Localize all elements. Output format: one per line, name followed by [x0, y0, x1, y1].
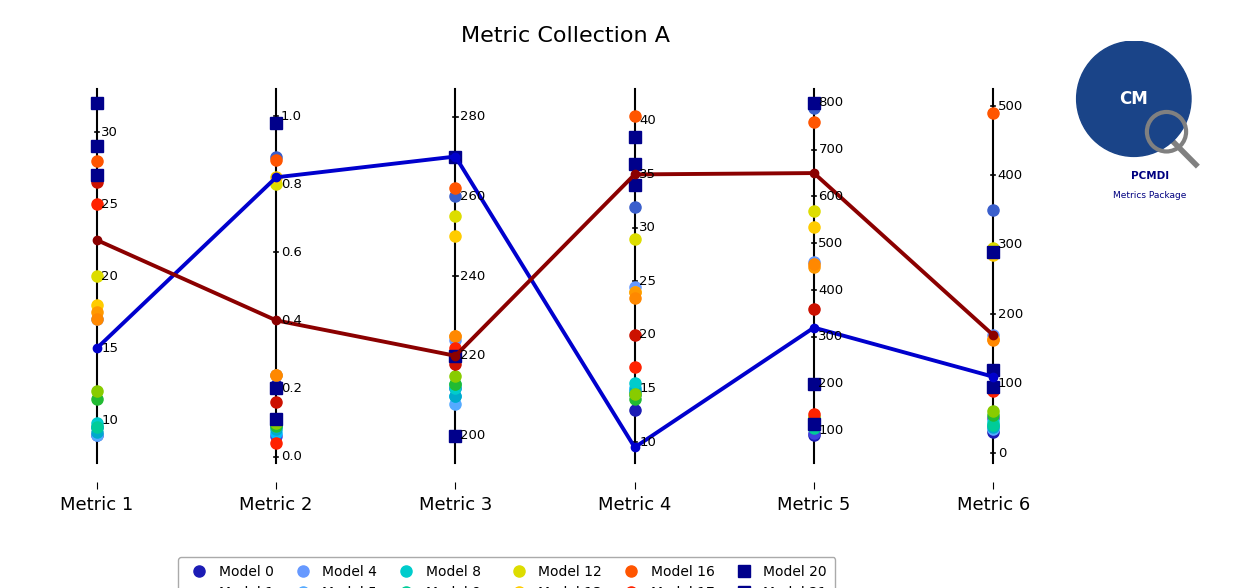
Text: 260: 260	[460, 190, 485, 203]
Text: 800: 800	[818, 96, 843, 109]
Text: 10: 10	[102, 414, 118, 427]
Text: 100: 100	[998, 377, 1023, 390]
Text: 700: 700	[818, 143, 843, 156]
Text: 40: 40	[639, 115, 656, 128]
Text: 300: 300	[998, 238, 1023, 252]
Text: 200: 200	[998, 308, 1023, 321]
Text: 100: 100	[818, 424, 843, 437]
Text: 600: 600	[818, 190, 843, 203]
Text: 25: 25	[639, 275, 656, 288]
Text: 15: 15	[102, 342, 118, 355]
Text: 400: 400	[818, 283, 843, 297]
Text: 500: 500	[998, 99, 1023, 113]
Text: 0: 0	[998, 446, 1006, 459]
Text: 240: 240	[460, 270, 485, 283]
Text: 0.8: 0.8	[280, 178, 302, 191]
Text: 0.0: 0.0	[280, 450, 302, 463]
Text: 300: 300	[818, 330, 843, 343]
Text: 30: 30	[639, 222, 656, 235]
Text: 280: 280	[460, 110, 485, 123]
Text: PCMDI: PCMDI	[1131, 171, 1169, 181]
Text: 20: 20	[102, 270, 118, 283]
Text: Metrics Package: Metrics Package	[1114, 192, 1187, 201]
Text: 0.4: 0.4	[280, 314, 302, 327]
Text: 400: 400	[998, 169, 1023, 182]
Text: 0.6: 0.6	[280, 246, 302, 259]
Circle shape	[1076, 41, 1192, 156]
Text: 1.0: 1.0	[280, 109, 302, 122]
Text: 20: 20	[639, 329, 656, 342]
Text: 25: 25	[102, 198, 118, 211]
Title: Metric Collection A: Metric Collection A	[461, 26, 670, 46]
Text: 200: 200	[818, 377, 843, 390]
Legend: Model 0, Model 1, Model 2, Model 3, Model 4, Model 5, Model 6, Model 7, Model 8,: Model 0, Model 1, Model 2, Model 3, Mode…	[178, 557, 836, 588]
Text: CM: CM	[1120, 90, 1148, 108]
Text: 30: 30	[102, 125, 118, 139]
Text: 220: 220	[460, 349, 485, 362]
Text: 15: 15	[639, 382, 656, 395]
Text: 35: 35	[639, 168, 656, 181]
Text: 10: 10	[639, 436, 656, 449]
Text: 200: 200	[460, 429, 485, 442]
Text: 500: 500	[818, 237, 843, 250]
Text: 0.2: 0.2	[280, 382, 302, 395]
